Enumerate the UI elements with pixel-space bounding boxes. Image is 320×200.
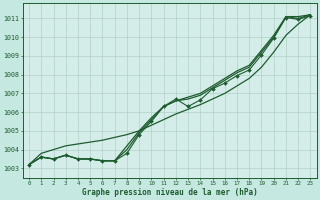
- X-axis label: Graphe pression niveau de la mer (hPa): Graphe pression niveau de la mer (hPa): [82, 188, 258, 197]
